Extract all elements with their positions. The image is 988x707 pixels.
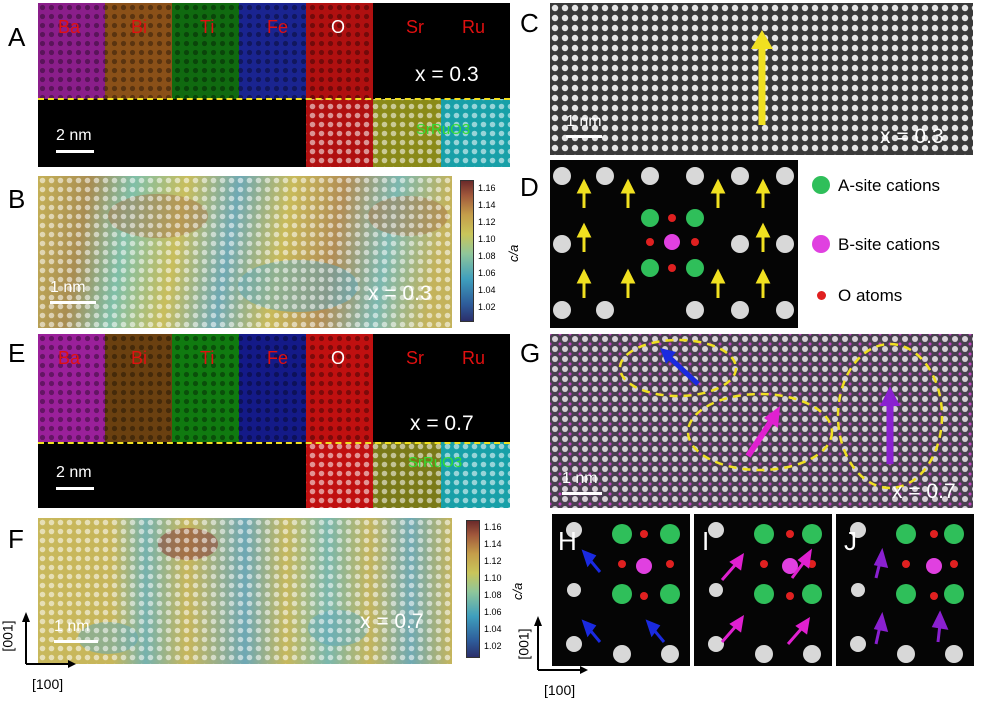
substrate-label: SrRuO3 [408, 454, 463, 471]
scale-bar: 2 nm [56, 127, 94, 153]
label-ti: Ti [200, 348, 215, 368]
panel-g-letter: G [520, 338, 541, 368]
label-sr: Sr [406, 17, 424, 37]
axis-001-label: [001] [0, 620, 16, 652]
x-value-label: x = 0.7 [892, 480, 956, 503]
substrate-label: SrRuO3 [416, 121, 471, 138]
x-value-label: x = 0.7 [360, 610, 424, 633]
label-sr: Sr [406, 348, 424, 368]
panel-c-letter: C [520, 8, 539, 38]
label-ba: Ba [58, 17, 81, 37]
x-value-label: x = 0.3 [880, 125, 944, 148]
label-ru: Ru [462, 348, 486, 368]
panel-e-letter: E [8, 338, 26, 368]
scale-bar: 1 nm [562, 470, 602, 495]
panel-f-strain-map: x = 0.7 1 nm [38, 518, 452, 664]
scale-bar: 1 nm [50, 279, 96, 304]
label-ti: Ti [200, 17, 215, 37]
axis-001-label: [001] [515, 628, 532, 660]
panel-a-eds-map: Ba Bi Ti Fe O Sr Ru x = 0.3 SrRuO3 2 nm [38, 3, 510, 167]
x-value-label: x = 0.7 [410, 412, 474, 435]
label-fe: Fe [267, 17, 289, 37]
crystal-axes-hij [534, 616, 588, 674]
panel-j-letter: J [844, 526, 857, 556]
axis-100-label: [100] [32, 676, 64, 692]
panel-c-haadf-image: x = 0.3 1 nm [550, 3, 973, 155]
label-o: O [331, 17, 346, 37]
panel-h-letter: H [558, 526, 577, 556]
label-bi: Bi [131, 17, 148, 37]
colorbar [460, 180, 474, 322]
scale-bar: 1 nm [54, 618, 98, 643]
panel-f-letter: F [8, 524, 24, 554]
panel-j-unit-cell: J [836, 514, 974, 666]
panel-g-haadf-image: x = 0.7 1 nm [550, 334, 973, 508]
polar-vector-arrow [751, 30, 773, 125]
colorbar [466, 520, 480, 658]
panel-b-strain-map: x = 0.3 1 nm [38, 176, 452, 328]
label-o: O [331, 348, 346, 368]
panel-i-letter: I [702, 526, 710, 556]
label-bi: Bi [131, 348, 148, 368]
panel-e-eds-map: Ba Bi Ti Fe O Sr Ru x = 0.7 SrRuO3 2 nm [38, 334, 510, 508]
panel-h-unit-cell: H [552, 514, 690, 666]
panel-i-unit-cell: I [694, 514, 832, 666]
polar-arrows [660, 348, 900, 464]
colorbar-label: c/a [510, 582, 525, 600]
b-site-legend-label: B-site cations [838, 235, 941, 254]
panel-b-letter: B [8, 184, 26, 214]
x-value-label: x = 0.3 [415, 63, 479, 86]
label-ba: Ba [58, 348, 81, 368]
x-value-label: x = 0.3 [368, 282, 432, 305]
crystal-axes-f [22, 612, 76, 668]
label-fe: Fe [267, 348, 289, 368]
label-ru: Ru [462, 17, 486, 37]
panel-d-letter: D [520, 172, 539, 202]
interface-dashed-line [38, 98, 510, 100]
axis-100-label: [100] [544, 682, 576, 698]
o-atom-legend-icon [817, 291, 826, 300]
a-site-legend-icon [812, 176, 830, 194]
o-atom-legend-label: O atoms [838, 286, 903, 305]
interface-dashed-line [38, 442, 510, 444]
a-site-legend-label: A-site cations [838, 176, 941, 195]
scale-bar: 1 nm [566, 113, 602, 138]
scale-bar: 2 nm [56, 464, 94, 490]
colorbar-label: c/a [506, 244, 521, 262]
panel-d-unit-cell [550, 160, 798, 328]
b-site-legend-icon [812, 235, 830, 253]
panel-a-letter: A [8, 22, 26, 52]
